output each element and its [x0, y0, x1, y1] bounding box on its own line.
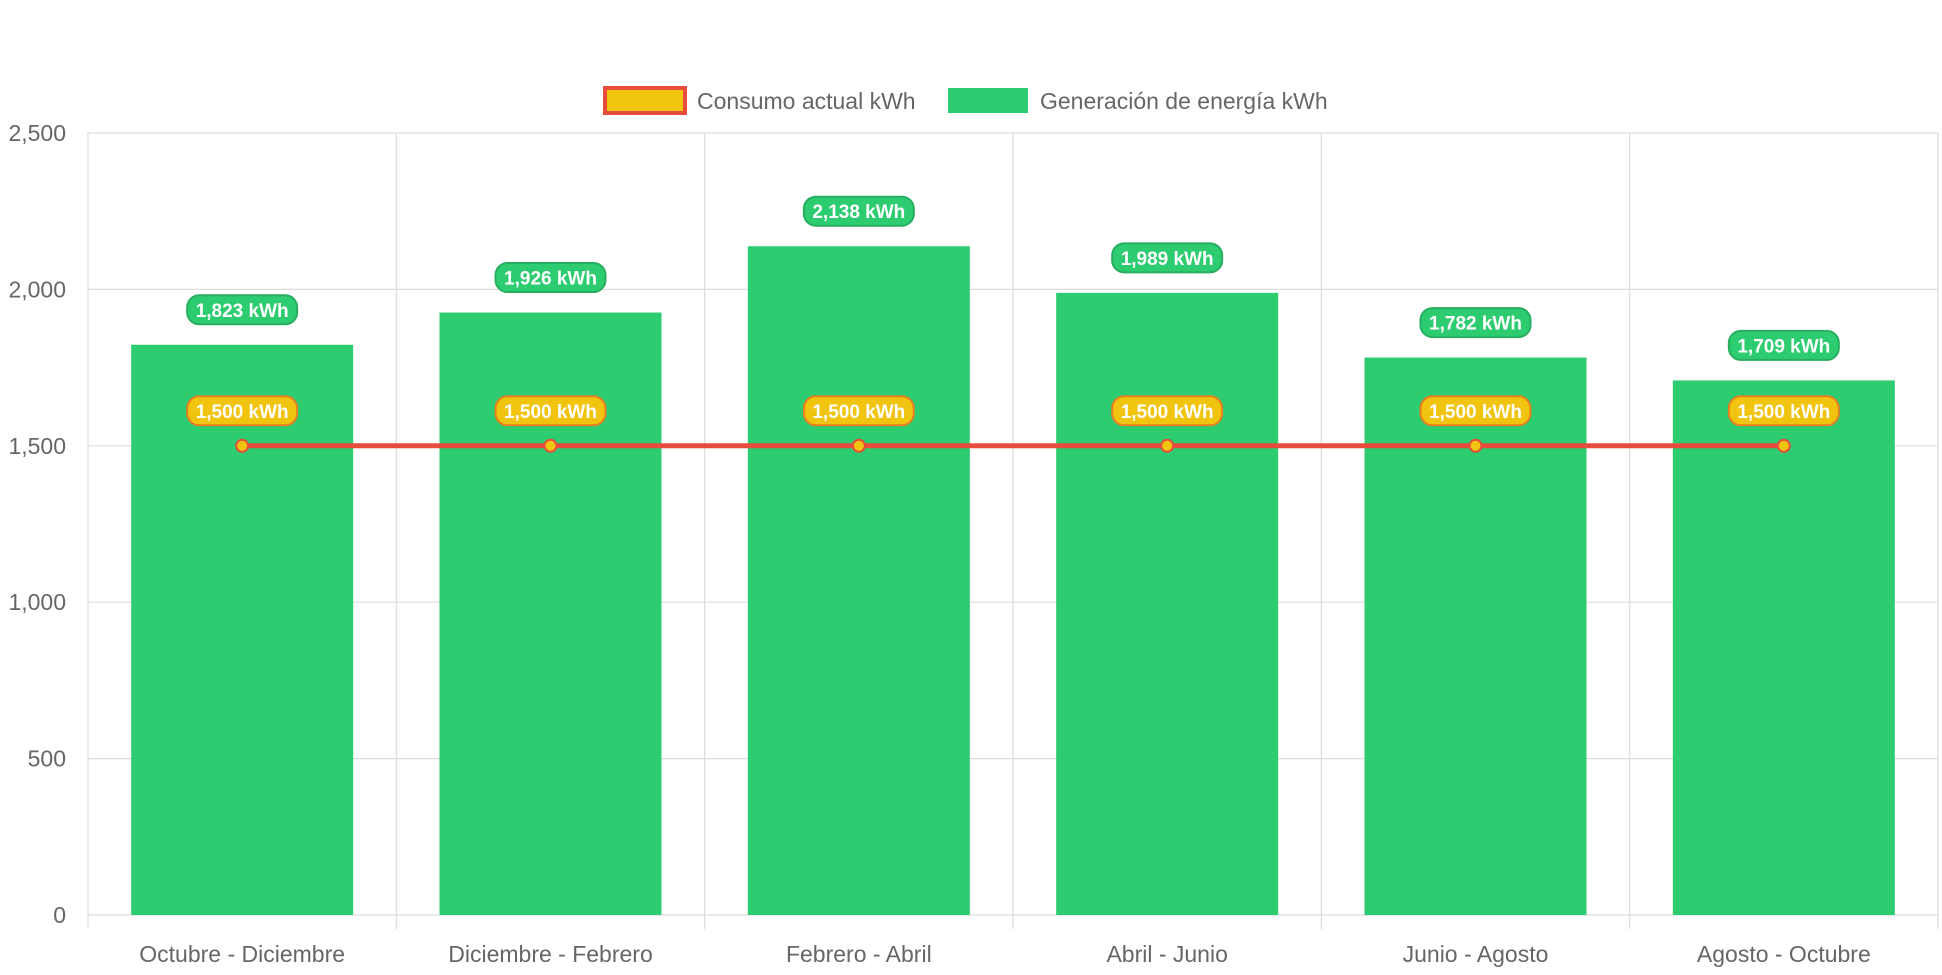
bar-data-label: 1,926 kWh [504, 269, 597, 290]
bar [747, 246, 970, 916]
bar-data-label: 1,989 kWh [1121, 249, 1214, 270]
y-tick-label: 1,500 [8, 433, 66, 459]
line-data-label-bg [186, 395, 299, 427]
bar [1056, 292, 1279, 915]
x-tick-label: Agosto - Octubre [1697, 941, 1871, 967]
line-data-label: 1,500 kWh [196, 402, 289, 423]
line-data-label-bg [1727, 395, 1840, 427]
legend-label-consumo: Consumo actual kWh [697, 88, 916, 114]
x-tick-label: Octubre - Diciembre [139, 941, 345, 967]
y-tick-label: 2,500 [8, 120, 66, 146]
y-tick-label: 2,000 [8, 276, 66, 302]
bar-data-label: 1,823 kWh [196, 301, 289, 322]
x-tick-label: Febrero - Abril [786, 941, 932, 967]
bar [131, 344, 354, 915]
line-data-label: 1,500 kWh [1737, 402, 1830, 423]
bar-data-label-bg [186, 294, 299, 326]
y-tick-label: 0 [53, 902, 66, 928]
line-point [543, 438, 558, 453]
bar [1672, 380, 1895, 915]
line-data-label-bg [494, 395, 607, 427]
bar-data-label: 2,138 kWh [812, 202, 905, 223]
bar-data-label-bg [1419, 307, 1532, 339]
line-point [1776, 438, 1791, 453]
x-tick-label: Diciembre - Febrero [448, 941, 653, 967]
line-point [1160, 438, 1175, 453]
bar-data-label: 1,782 kWh [1429, 314, 1522, 335]
y-tick-label: 500 [28, 746, 66, 772]
bar-data-label: 1,709 kWh [1737, 336, 1830, 357]
x-tick-label: Junio - Agosto [1403, 941, 1549, 967]
line-data-label: 1,500 kWh [1121, 402, 1214, 423]
line-point [235, 438, 250, 453]
x-tick-label: Abril - Junio [1106, 941, 1227, 967]
line-data-label: 1,500 kWh [504, 402, 597, 423]
line-data-label-bg [1111, 395, 1224, 427]
bar-data-label-bg [802, 195, 915, 227]
bar-data-label-bg [494, 262, 607, 294]
legend-swatch-consumo [603, 86, 687, 115]
y-tick-label: 1,000 [8, 589, 66, 615]
line-data-label: 1,500 kWh [1429, 402, 1522, 423]
line-point [1468, 438, 1483, 453]
line-data-label: 1,500 kWh [812, 402, 905, 423]
legend-swatch-generacion [948, 88, 1028, 113]
bar-data-label-bg [1727, 329, 1840, 361]
line-data-label-bg [1419, 395, 1532, 427]
legend-label-generacion: Generación de energía kWh [1040, 88, 1328, 114]
line-data-label-bg [802, 395, 915, 427]
bar-data-label-bg [1111, 242, 1224, 274]
line-point [851, 438, 866, 453]
